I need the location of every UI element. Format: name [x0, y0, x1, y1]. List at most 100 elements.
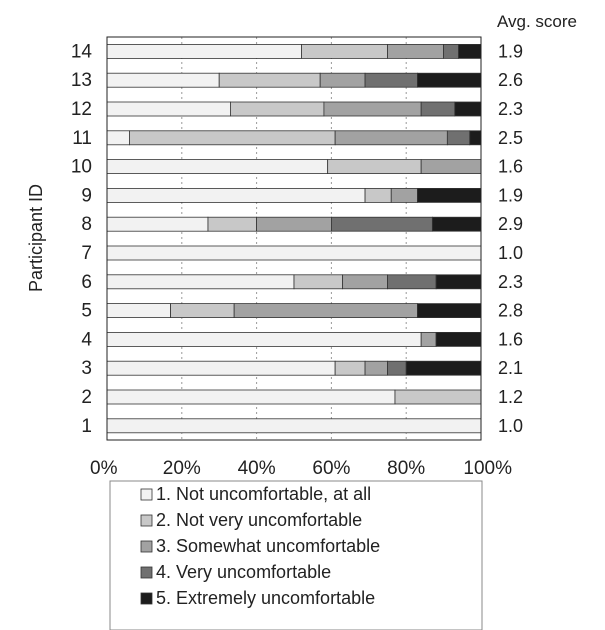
bar-segment-p5-s1 [106, 303, 171, 319]
bar-segment-p12-s1 [106, 101, 231, 117]
bar-segment-p8-s1 [106, 216, 209, 232]
bar-segment-p9-s5 [417, 187, 482, 203]
avg-score-value: 1.9 [498, 41, 523, 61]
bar-segment-p14-s2 [301, 44, 388, 59]
bar-segment-p11-s3 [334, 130, 448, 146]
participant-label: 3 [81, 358, 92, 379]
x-tick-label: 0% [90, 458, 118, 479]
bar-segment-p11-s1 [106, 130, 130, 146]
participant-label: 2 [81, 387, 92, 408]
bar-segment-p8-s4 [330, 216, 433, 232]
bar-segment-p6-s5 [435, 274, 482, 290]
legend-label: 2. Not very uncomfortable [156, 510, 362, 530]
bar-segment-p3-s4 [387, 360, 407, 376]
legend-swatch [140, 514, 153, 527]
legend-box [109, 480, 483, 630]
avg-score-value: 1.9 [498, 185, 523, 205]
bar-segment-p14-s5 [458, 44, 482, 59]
bar-segment-p13-s3 [319, 72, 366, 88]
participant-label: 10 [71, 157, 92, 178]
x-tick-labels: 0% 20% 40% 60% 80% 100% [90, 458, 512, 479]
x-tick-label: 40% [238, 458, 276, 479]
bar-segment-p11-s2 [129, 130, 336, 146]
participant-label: 1 [81, 416, 92, 437]
bar-segment-p12-s2 [230, 101, 325, 117]
bar-segment-p3-s5 [405, 360, 482, 376]
avg-score-value: 2.3 [498, 272, 523, 292]
legend-label: 5. Extremely uncomfortable [156, 588, 375, 608]
bar-segment-p8-s2 [207, 216, 257, 232]
participant-label: 7 [81, 243, 92, 264]
bar-segment-p14-s3 [387, 44, 444, 59]
avg-score-value: 1.6 [498, 329, 523, 349]
legend-swatch [140, 488, 153, 501]
participant-label: 8 [81, 214, 92, 235]
bar-segment-p14-s1 [106, 44, 302, 59]
bar-segment-p12-s5 [454, 101, 482, 117]
participant-label: 13 [71, 70, 92, 91]
avg-score-value: 2.3 [498, 99, 523, 119]
participant-label: 14 [71, 41, 93, 62]
participant-label: 9 [81, 185, 92, 206]
bar-segment-p12-s4 [420, 101, 456, 117]
bar-segment-p11-s4 [446, 130, 471, 146]
bar-segment-p2-s1 [106, 389, 396, 405]
bar-segment-p13-s4 [364, 72, 418, 88]
legend-swatch [140, 592, 153, 605]
avg-score-value: 2.5 [498, 128, 523, 148]
bar-segment-p5-s2 [170, 303, 235, 319]
bar-segment-p4-s1 [106, 331, 422, 347]
participant-id-labels: 14 13 12 11 10 9 8 7 6 5 4 3 2 1 [71, 41, 93, 436]
bar-segment-p1-s1 [106, 418, 482, 434]
bar-segment-p13-s2 [218, 72, 321, 88]
participant-label: 6 [81, 272, 92, 293]
legend-swatch [140, 540, 153, 553]
right-axis-title: Avg. score [497, 12, 577, 31]
participant-label: 12 [71, 99, 92, 120]
x-tick-label: 20% [163, 458, 201, 479]
legend-label: 1. Not uncomfortable, at all [156, 484, 371, 504]
x-tick-label: 100% [463, 458, 512, 479]
avg-score-value: 1.2 [498, 387, 523, 407]
gridlines [181, 37, 407, 441]
bar-segment-p11-s5 [469, 130, 482, 146]
plot-frame [106, 36, 482, 441]
bar-segment-p8-s5 [431, 216, 482, 232]
bar-segment-p3-s2 [334, 360, 366, 376]
avg-score-value: 2.6 [498, 70, 523, 90]
x-tick-label: 60% [312, 458, 350, 479]
avg-score-value: 1.0 [498, 243, 523, 263]
bar-segment-p8-s3 [256, 216, 332, 232]
bar-segment-p6-s2 [293, 274, 344, 290]
bars [106, 44, 482, 434]
bar-segment-p9-s2 [364, 187, 392, 203]
bar-segment-p4-s3 [420, 331, 437, 347]
bar-segment-p6-s3 [342, 274, 388, 290]
participant-label: 11 [72, 128, 92, 149]
bar-segment-p6-s1 [106, 274, 295, 290]
bar-segment-p14-s4 [443, 44, 459, 59]
legend: 1. Not uncomfortable, at all 2. Not very … [140, 484, 380, 608]
bar-segment-p3-s1 [106, 360, 336, 376]
bar-segment-p7-s1 [106, 245, 482, 261]
bar-segment-p12-s3 [323, 101, 422, 117]
bar-segment-p4-s5 [435, 331, 482, 347]
avg-score-labels: 1.9 2.6 2.3 2.5 1.6 1.9 2.9 1.0 2.3 2.8 1.6 2.1 1.2 1… [498, 41, 523, 435]
bar-segment-p5-s5 [417, 303, 482, 319]
avg-score-value: 1.0 [498, 416, 523, 436]
legend-label: 4. Very uncomfortable [156, 562, 331, 582]
avg-score-value: 1.6 [498, 157, 523, 177]
bar-segment-p2-s2 [394, 389, 482, 405]
y-axis-title: Participant ID [26, 184, 46, 292]
x-tick-label: 80% [387, 458, 425, 479]
bar-segment-p13-s5 [417, 72, 482, 88]
bar-segment-p6-s4 [387, 274, 437, 290]
bar-segment-p5-s3 [233, 303, 418, 319]
bar-segment-p9-s3 [390, 187, 418, 203]
bar-segment-p3-s3 [364, 360, 388, 376]
legend-label: 3. Somewhat uncomfortable [156, 536, 380, 556]
participant-label: 5 [81, 301, 92, 322]
bar-segment-p13-s1 [106, 72, 220, 88]
legend-swatch [140, 566, 153, 579]
